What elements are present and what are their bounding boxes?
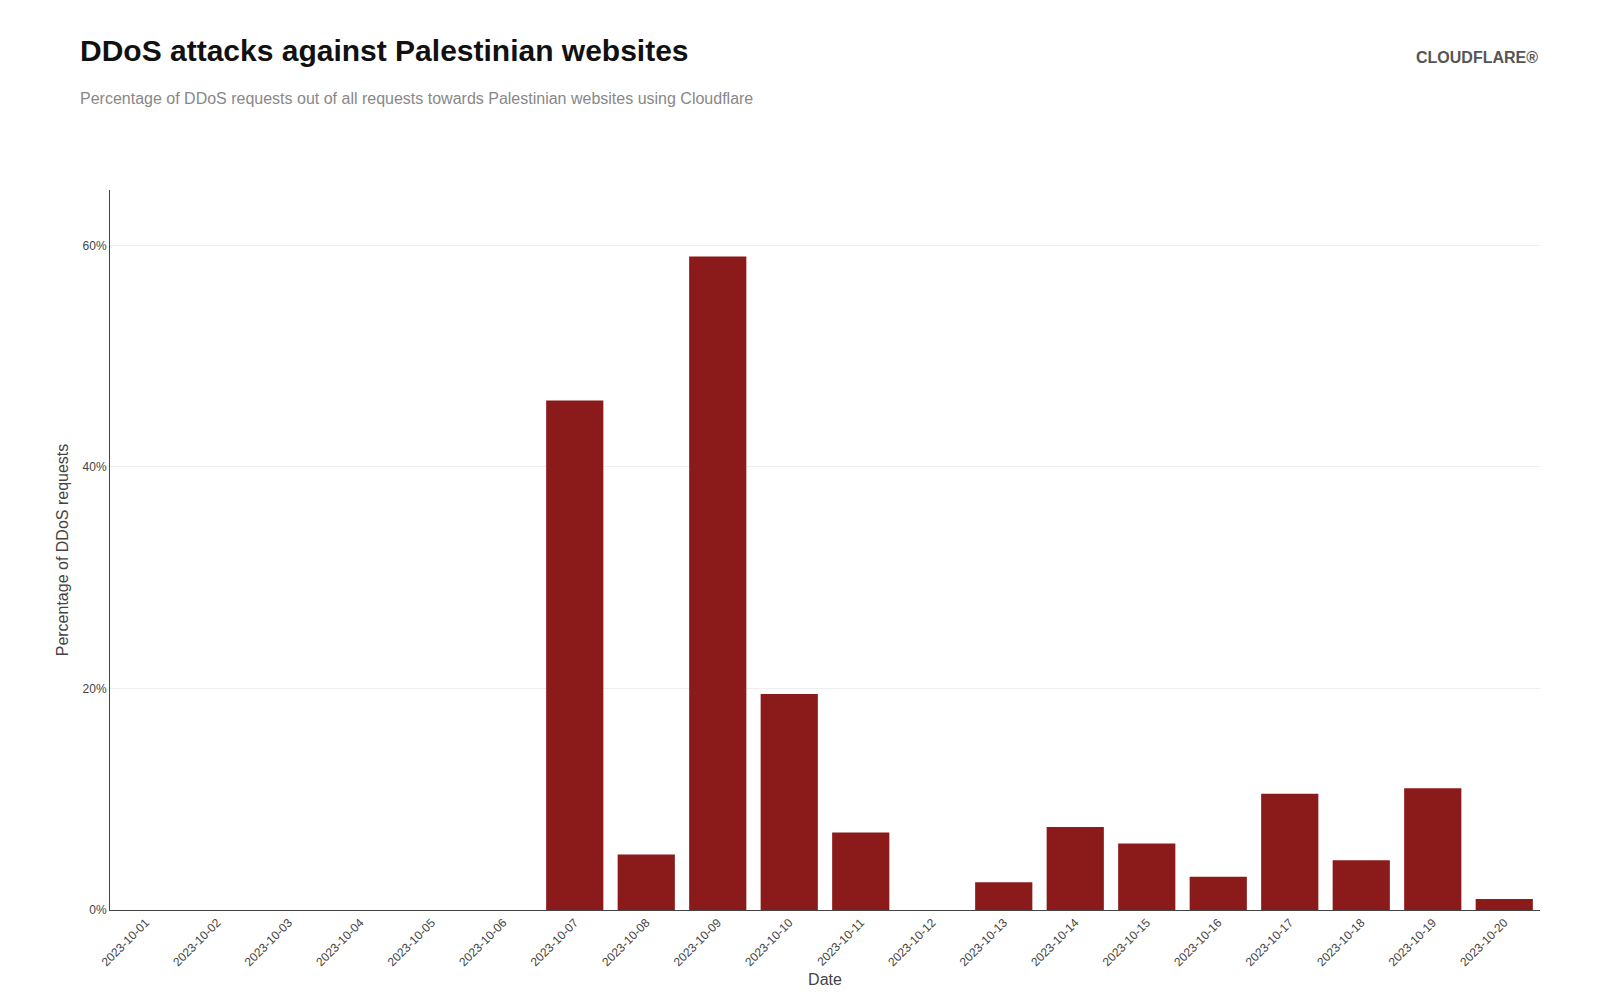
svg-text:2023-10-14: 2023-10-14 xyxy=(1028,916,1082,970)
svg-text:40%: 40% xyxy=(83,460,107,474)
svg-text:20%: 20% xyxy=(83,682,107,696)
svg-text:2023-10-10: 2023-10-10 xyxy=(742,916,796,970)
svg-text:2023-10-06: 2023-10-06 xyxy=(456,916,510,970)
svg-text:2023-10-08: 2023-10-08 xyxy=(599,916,653,970)
svg-text:60%: 60% xyxy=(83,239,107,253)
svg-text:Percentage of DDoS requests: Percentage of DDoS requests xyxy=(54,444,71,657)
svg-text:2023-10-03: 2023-10-03 xyxy=(242,916,296,970)
svg-text:DDoS attacks against Palestini: DDoS attacks against Palestinian website… xyxy=(80,34,689,67)
svg-text:2023-10-18: 2023-10-18 xyxy=(1314,916,1368,970)
svg-text:CLOUDFLARE®: CLOUDFLARE® xyxy=(1416,49,1538,66)
svg-text:2023-10-04: 2023-10-04 xyxy=(313,916,367,970)
svg-text:2023-10-07: 2023-10-07 xyxy=(528,916,582,970)
svg-text:2023-10-13: 2023-10-13 xyxy=(957,916,1011,970)
svg-text:0%: 0% xyxy=(89,903,107,917)
svg-text:2023-10-15: 2023-10-15 xyxy=(1100,916,1154,970)
svg-text:Date: Date xyxy=(808,971,842,988)
svg-text:2023-10-01: 2023-10-01 xyxy=(99,916,153,970)
svg-text:2023-10-02: 2023-10-02 xyxy=(170,916,224,970)
svg-text:Percentage of DDoS requests ou: Percentage of DDoS requests out of all r… xyxy=(80,90,753,107)
svg-text:2023-10-20: 2023-10-20 xyxy=(1457,916,1511,970)
svg-text:2023-10-09: 2023-10-09 xyxy=(671,916,725,970)
svg-text:2023-10-11: 2023-10-11 xyxy=(814,916,867,969)
svg-text:2023-10-17: 2023-10-17 xyxy=(1243,916,1297,970)
svg-text:2023-10-05: 2023-10-05 xyxy=(385,916,439,970)
svg-text:2023-10-12: 2023-10-12 xyxy=(885,916,939,970)
svg-text:2023-10-16: 2023-10-16 xyxy=(1171,916,1225,970)
svg-text:2023-10-19: 2023-10-19 xyxy=(1386,916,1440,970)
